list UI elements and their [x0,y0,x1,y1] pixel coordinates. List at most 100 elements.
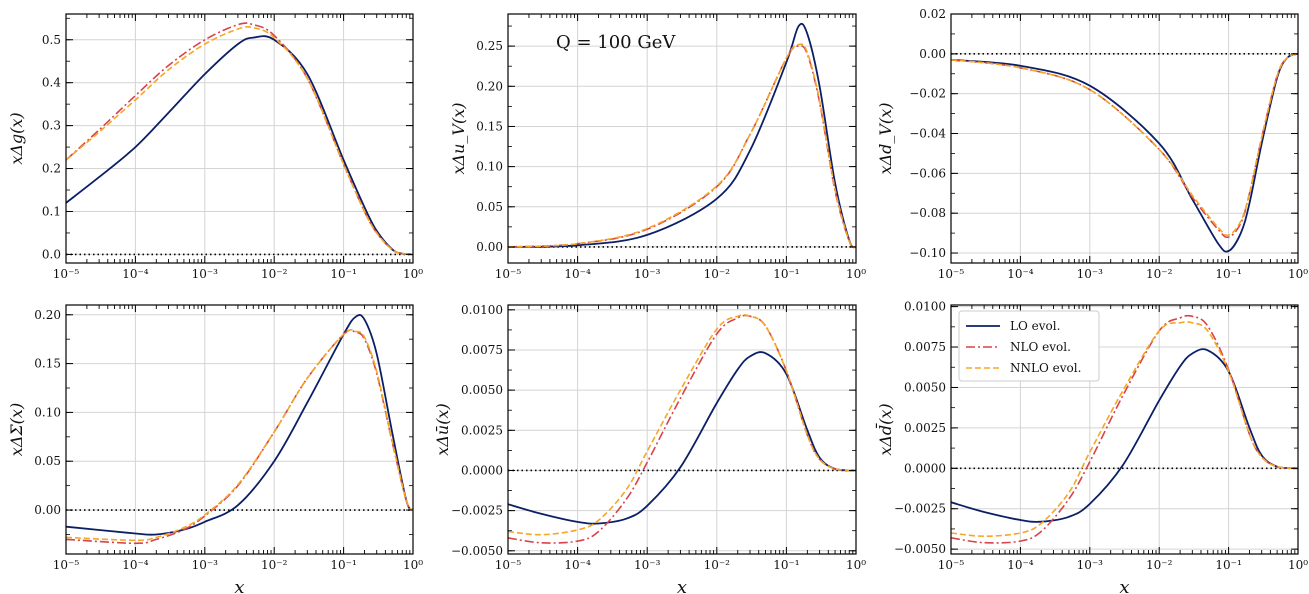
y-tick-label: 0.05 [34,454,61,468]
y-tick-label: 0.0000 [461,463,503,477]
nnlo-evol-curve [951,320,1298,538]
x-tick-label: 10⁻⁵ [53,267,80,281]
nnlo-evol-curve [508,43,856,249]
y-tick-label: 0.3 [42,119,61,133]
y-tick-label: 0.0 [42,247,61,261]
y-axis-label: xΔg(x) [7,112,26,164]
x-tick-label: 10⁻¹ [330,558,356,572]
legend-label: NNLO evol. [1010,361,1081,375]
y-tick-label: −0.06 [909,166,946,180]
y-tick-label: 0.25 [476,39,503,53]
nlo-evol-curve [951,53,1298,239]
y-tick-label: 0.0025 [461,423,503,437]
y-tick-label: −0.02 [909,87,946,101]
scale-annotation: Q = 100 GeV [556,32,676,53]
x-tick-label: 10⁻³ [634,558,661,572]
legend-label: LO evol. [1010,319,1060,333]
lo-evol-curve [951,52,1298,253]
lo-evol-curve [66,314,413,536]
y-tick-label: 0.20 [34,308,61,322]
nnlo-evol-curve [66,25,413,256]
x-tick-label: 10⁻¹ [1215,267,1241,281]
y-tick-label: 0.02 [919,7,946,21]
x-tick-label: 10⁻² [1146,558,1173,572]
x-tick-label: 10⁻⁴ [564,267,591,281]
y-tick-label: −0.0050 [451,544,503,558]
x-tick-label: 10⁰ [846,558,866,572]
nnlo-evol-curve [66,328,413,542]
y-tick-label: 0.0100 [904,300,946,314]
x-axis-label: x [1119,577,1129,594]
x-tick-label: 10⁻⁵ [495,558,522,572]
y-tick-label: 0.15 [34,357,61,371]
y-axis-label: xΔu_V(x) [449,103,468,175]
nlo-evol-curve [66,22,413,256]
x-tick-label: 10⁻² [261,267,288,281]
y-tick-label: 0.0025 [904,421,946,435]
y-tick-label: 0.0100 [461,303,503,317]
y-tick-label: 0.00 [476,240,503,254]
x-tick-label: 10⁰ [403,267,423,281]
x-tick-label: 10⁻³ [1077,558,1104,572]
y-tick-label: 0.00 [919,47,946,61]
nlo-evol-curve [508,44,856,249]
lo-evol-curve [508,22,856,249]
lo-evol-curve [951,348,1298,523]
x-tick-label: 10⁻⁴ [1007,558,1034,572]
x-tick-label: 10⁻⁴ [122,267,149,281]
x-tick-label: 10⁻¹ [773,267,799,281]
x-tick-label: 10⁻³ [634,267,661,281]
panel-2: 10⁻⁵ 10⁻⁴ 10⁻³ 10⁻² 10⁻¹ 10⁰ 0.00 0.05 0.10 0.15 0… [449,13,866,281]
y-axis-label: xΔd_V(x) [876,103,895,175]
panel-5: 10⁻⁵ 10⁻⁴ 10⁻³ 10⁻² 10⁻¹ 10⁰ −0.0050 −0.0025 0.0… [433,303,866,594]
y-tick-label: −0.0025 [451,504,503,518]
y-axis-label: xΔū(x) [433,403,452,455]
y-tick-label: 0.20 [476,79,503,93]
axes-frame [950,304,1299,555]
x-tick-label: 10⁻² [261,558,288,572]
x-axis-label: x [677,577,687,594]
y-tick-label: −0.08 [909,206,946,220]
y-axis-label: xΔΣ(x) [7,403,26,456]
y-tick-label: −0.0050 [894,542,946,556]
x-tick-label: 10⁻⁴ [564,558,591,572]
legend: LO evol. NLO evol. NNLO evol. [958,310,1100,382]
panel-1: 10⁻⁵ 10⁻⁴ 10⁻³ 10⁻² 10⁻¹ 10⁰ 0.0 0.1 0.2 0.3 0.4 0.… [7,13,423,281]
lo-evol-curve [66,35,413,256]
x-axis-label: x [234,577,244,594]
x-tick-label: 10⁻³ [1077,267,1104,281]
y-tick-label: 0.4 [42,76,61,90]
axes-frame [65,13,414,264]
axes-frame [65,304,414,555]
x-tick-label: 10⁻⁵ [938,558,965,572]
x-tick-label: 10⁻⁴ [122,558,149,572]
y-axis-label: xΔd̄(x) [874,403,895,455]
panel-3: 10⁻⁵ 10⁻⁴ 10⁻³ 10⁻² 10⁻¹ 10⁰ −0.10 −0.08 −0.06 −0… [876,7,1308,281]
x-tick-label: 10⁻² [704,558,731,572]
y-tick-label: 0.0075 [461,343,503,357]
nlo-evol-curve [66,329,413,545]
x-tick-label: 10⁰ [403,558,423,572]
x-tick-label: 10⁻¹ [773,558,799,572]
x-tick-label: 10⁻⁵ [53,558,80,572]
y-tick-label: 0.0050 [904,380,946,394]
nnlo-evol-curve [508,314,856,536]
legend-box [958,310,1100,382]
axes-frame [950,13,1299,264]
y-tick-label: −0.0025 [894,502,946,516]
y-tick-label: 0.15 [476,119,503,133]
x-tick-label: 10⁻³ [192,267,219,281]
x-tick-label: 10⁰ [846,267,866,281]
y-tick-label: 0.10 [476,160,503,174]
axes-frame [507,13,857,264]
axes-frame [507,304,857,555]
x-tick-label: 10⁻¹ [1215,558,1241,572]
x-tick-label: 10⁰ [1288,267,1308,281]
y-tick-label: 0.0050 [461,383,503,397]
x-tick-label: 10⁻³ [192,558,219,572]
x-tick-label: 10⁻⁴ [1007,267,1034,281]
x-tick-label: 10⁰ [1288,558,1308,572]
x-tick-label: 10⁻⁵ [495,267,522,281]
x-tick-label: 10⁻¹ [330,267,356,281]
